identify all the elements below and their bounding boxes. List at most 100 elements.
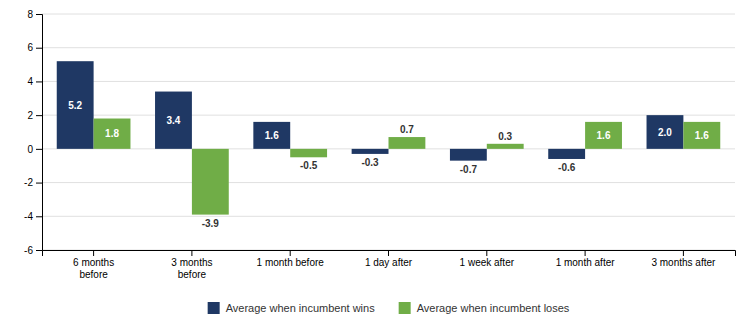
bar xyxy=(352,149,389,154)
legend-item: Average when incumbent loses xyxy=(399,302,570,314)
tick-mark xyxy=(36,183,42,184)
bar-series xyxy=(94,119,721,215)
tick-label: -4 xyxy=(24,211,33,222)
grid-line xyxy=(42,182,735,183)
tick: 3 monthsbefore xyxy=(171,250,212,280)
data-labels: 5.2 3.4 1.6 -0.3 -0.7 -0.6 2.0 1.8 -3.9 -0.5 0.7 0.… xyxy=(68,100,709,229)
bar xyxy=(683,122,720,149)
data-label: 3.4 xyxy=(167,115,181,126)
tick-label: 6 xyxy=(27,42,33,53)
bar-series xyxy=(57,61,684,160)
tick: 4 xyxy=(27,76,42,87)
bar xyxy=(585,122,622,149)
tick-mark xyxy=(36,48,42,49)
tick-mark xyxy=(36,115,42,116)
legend-label: Average when incumbent wins xyxy=(226,302,375,314)
tick-label-line: 1 month before xyxy=(257,257,325,268)
data-label: -0.3 xyxy=(361,157,379,168)
tick-label-line: 3 months after xyxy=(651,257,716,268)
data-label: 0.3 xyxy=(498,131,512,142)
tick: -6 xyxy=(24,245,42,256)
tick-label-line: before xyxy=(79,269,108,280)
tick-label: 3 months after xyxy=(651,257,716,268)
tick-mark xyxy=(585,250,586,256)
tick-mark xyxy=(36,149,42,150)
data-label: 1.6 xyxy=(695,130,709,141)
tick-label-line: 1 day after xyxy=(365,257,413,268)
tick-label: -6 xyxy=(24,245,33,256)
y-axis: -6 -4 -2 0 2 4 6 8 xyxy=(24,9,42,256)
x-axis: 6 monthsbefore3 monthsbefore1 month befo… xyxy=(43,250,736,280)
tick: 2 xyxy=(27,110,42,121)
bar xyxy=(155,92,192,149)
bar xyxy=(94,119,131,149)
bar xyxy=(450,149,487,161)
tick: 6 xyxy=(27,42,42,53)
bars xyxy=(57,61,721,214)
data-label: 2.0 xyxy=(658,127,672,138)
data-label: -3.9 xyxy=(202,218,220,229)
tick-mark xyxy=(36,216,42,217)
bar xyxy=(389,137,426,149)
legend: Average when incumbent wins Average when … xyxy=(208,302,570,314)
tick-mark xyxy=(683,250,684,256)
tick-label: 4 xyxy=(27,76,33,87)
tick-label-line: 3 months xyxy=(171,257,212,268)
tick-mark xyxy=(290,250,291,256)
tick: 3 months after xyxy=(651,250,716,268)
tick: -2 xyxy=(24,177,42,188)
bar xyxy=(192,149,229,215)
tick-label: -2 xyxy=(24,177,33,188)
bar xyxy=(548,149,585,159)
data-label: 1.6 xyxy=(265,130,279,141)
legend-item: Average when incumbent wins xyxy=(208,302,375,314)
tick-label: 3 monthsbefore xyxy=(171,257,212,280)
bar xyxy=(57,61,94,149)
tick: 1 day after xyxy=(365,250,413,268)
tick-mark xyxy=(93,250,94,256)
legend-label: Average when incumbent loses xyxy=(417,302,570,314)
axis-line xyxy=(43,251,736,257)
tick: 6 monthsbefore xyxy=(73,250,114,280)
tick: 1 month before xyxy=(257,250,325,268)
tick-label-line: before xyxy=(178,269,207,280)
data-label: -0.6 xyxy=(558,162,576,173)
plot: -6-4-2024686 monthsbefore3 monthsbefore1… xyxy=(24,9,735,280)
tick-label: 1 week after xyxy=(460,257,515,268)
legend-swatch xyxy=(399,302,411,314)
tick-label: 6 monthsbefore xyxy=(73,257,114,280)
tick: 1 month after xyxy=(556,250,616,268)
tick-mark xyxy=(36,81,42,82)
legend-swatch xyxy=(208,302,220,314)
tick-label-line: 6 months xyxy=(73,257,114,268)
tick-label: 1 month before xyxy=(257,257,325,268)
bar xyxy=(647,115,684,149)
tick-mark xyxy=(388,250,389,256)
tick: 8 xyxy=(27,9,42,20)
tick-label: 1 month after xyxy=(556,257,616,268)
bar xyxy=(253,122,290,149)
tick-mark xyxy=(36,14,42,15)
data-label: 0.7 xyxy=(400,124,414,135)
tick: 1 week after xyxy=(460,250,515,268)
tick-label: 0 xyxy=(27,144,33,155)
chart: -6-4-2024686 monthsbefore3 monthsbefore1… xyxy=(0,0,751,324)
bar xyxy=(290,149,327,157)
tick-mark xyxy=(191,250,192,256)
tick-mark xyxy=(36,250,42,251)
grid-line xyxy=(42,14,735,15)
grid-line xyxy=(42,47,735,48)
data-label: 1.8 xyxy=(105,128,119,139)
tick: -4 xyxy=(24,211,42,222)
data-label: -0.7 xyxy=(460,164,478,175)
tick-label: 8 xyxy=(27,9,33,20)
data-label: 1.6 xyxy=(597,130,611,141)
data-label: -0.5 xyxy=(300,160,318,171)
bar xyxy=(487,144,524,149)
tick-label-line: 1 week after xyxy=(460,257,515,268)
tick-label: 2 xyxy=(27,110,33,121)
grid-line xyxy=(42,216,735,217)
tick-mark xyxy=(486,250,487,256)
data-label: 5.2 xyxy=(68,100,82,111)
grid xyxy=(42,14,735,250)
